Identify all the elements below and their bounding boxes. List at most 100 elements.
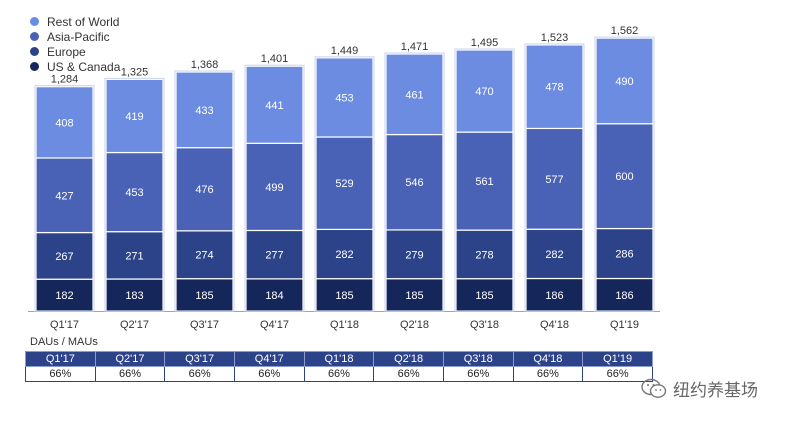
ratio-header-cell: Q3'17 (164, 351, 235, 367)
chart-legend: Rest of World Asia-Pacific Europe US & Cana… (30, 14, 120, 74)
bar-segment (315, 228, 374, 280)
bar-segment (455, 49, 514, 133)
legend-swatch (30, 17, 39, 26)
segment-label: 561 (475, 176, 493, 188)
x-tick-label: Q3'18 (470, 319, 499, 331)
x-tick-label: Q2'18 (400, 319, 429, 331)
segment-label: 419 (125, 111, 143, 123)
legend-swatch (30, 62, 39, 71)
legend-item: US & Canada (30, 59, 120, 74)
segment-label: 185 (475, 290, 493, 302)
bar-segment (455, 131, 514, 231)
ratio-value-cell: 66% (442, 366, 514, 382)
bar-outline (384, 52, 445, 312)
ratio-header-cell: Q4'17 (233, 351, 305, 367)
ratio-header-cell: Q2'18 (373, 351, 444, 367)
bar-outline (314, 56, 375, 312)
bar-segment (245, 278, 304, 312)
wechat-icon (641, 378, 667, 398)
dau-mau-header-row: Q1'17 Q2'17 Q3'17 Q4'17 Q1'18 Q2'18 Q3'18 Q4'18… (25, 351, 653, 367)
bar-segment (175, 71, 234, 149)
bar-segment (245, 65, 304, 144)
watermark-text: 纽约养基场 (673, 381, 758, 401)
segment-label: 600 (615, 171, 633, 183)
segment-label: 185 (195, 290, 213, 302)
ratio-value-cell: 66% (582, 366, 653, 382)
segment-label: 286 (615, 249, 633, 261)
total-label: 1,401 (261, 53, 289, 65)
ratio-value-cell: 66% (303, 366, 375, 382)
bar-segment (525, 127, 584, 230)
ratio-value-cell: 66% (233, 366, 305, 382)
bar-segment (525, 44, 584, 130)
bar-segment (105, 78, 164, 154)
bar-segment (455, 229, 514, 280)
bar-segment (595, 227, 654, 280)
x-tick-label: Q3'17 (190, 319, 219, 331)
segment-label: 271 (125, 250, 143, 262)
bar-outline (594, 36, 655, 312)
bar-segment (525, 228, 584, 280)
segment-label: 278 (475, 249, 493, 261)
legend-label: Europe (47, 44, 86, 59)
bar-outline (34, 85, 95, 312)
legend-label: Rest of World (47, 14, 120, 29)
ratio-header-cell: Q4'18 (512, 351, 584, 367)
segment-label: 461 (405, 89, 423, 101)
segment-label: 282 (335, 249, 353, 261)
bar-segment (35, 231, 94, 280)
segment-label: 185 (405, 290, 423, 302)
segment-label: 546 (405, 177, 423, 189)
bar-outline (524, 43, 585, 312)
bar-segment (175, 147, 234, 232)
segment-label: 577 (545, 174, 563, 186)
segment-label: 282 (545, 249, 563, 261)
bar-outline (174, 70, 235, 312)
segment-label: 277 (265, 250, 283, 262)
bar-segment (35, 86, 94, 159)
bar-segment (105, 151, 164, 233)
legend-swatch (30, 32, 39, 41)
legend-item: Asia-Pacific (30, 29, 120, 44)
segment-label: 183 (125, 290, 143, 302)
segment-label: 408 (55, 117, 73, 129)
bar-segment (595, 123, 654, 230)
legend-label: Asia-Pacific (47, 29, 110, 44)
segment-label: 470 (475, 86, 493, 98)
x-tick-label: Q4'17 (260, 319, 289, 331)
bar-segment (385, 133, 444, 231)
total-label: 1,523 (541, 32, 569, 44)
x-tick-label: Q1'19 (610, 319, 639, 331)
total-label: 1,325 (121, 66, 149, 78)
segment-label: 529 (335, 178, 353, 190)
ratio-header-cell: Q3'18 (442, 351, 514, 367)
total-label: 1,449 (331, 45, 359, 57)
segment-label: 476 (195, 184, 213, 196)
bar-segment (105, 231, 164, 280)
segment-label: 478 (545, 82, 563, 94)
total-label: 1,562 (611, 25, 639, 37)
segment-label: 441 (265, 100, 283, 112)
ratio-header-cell: Q1'18 (303, 351, 375, 367)
segment-label: 490 (615, 76, 633, 88)
ratio-header-cell: Q2'17 (94, 351, 166, 367)
bar-segment (385, 53, 444, 136)
bar-outline (454, 48, 515, 312)
bar-segment (595, 37, 654, 125)
stacked-bar-chart: 182 267 427 408 1,284 Q1'17 183 271 453 419 1,325 Q… (28, 25, 660, 331)
segment-label: 182 (55, 290, 73, 302)
ratio-value-cell: 66% (373, 366, 444, 382)
legend-label: US & Canada (47, 59, 121, 74)
segment-label: 453 (125, 187, 143, 199)
bar-segment (455, 278, 514, 312)
bar-outline (104, 77, 165, 312)
segment-label: 186 (545, 290, 563, 302)
segment-label: 274 (195, 250, 213, 262)
x-tick-label: Q1'18 (330, 319, 359, 331)
segment-label: 267 (55, 251, 73, 263)
dau-mau-table: Q1'17 Q2'17 Q3'17 Q4'17 Q1'18 Q2'18 Q3'18 Q4'18… (25, 351, 653, 382)
segment-label: 453 (335, 92, 353, 104)
ratio-value-cell: 66% (25, 366, 96, 382)
bar-segment (315, 57, 374, 138)
ratio-header-cell: Q1'17 (25, 351, 96, 367)
